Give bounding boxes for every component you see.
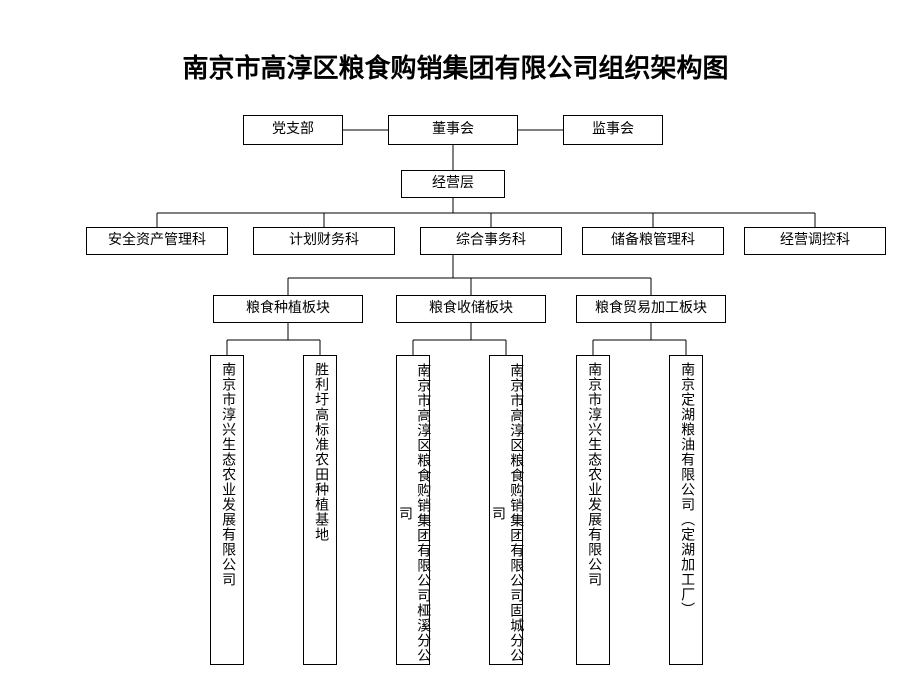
chart-title: 南京市高淳区粮食购销集团有限公司组织架构图 [0,48,911,85]
node-label: 监事会 [592,122,634,139]
node-leaf-5: 南京定湖粮油有限公司（定湖加工厂） [669,355,703,665]
node-label: 南京市淳兴生态农业发展有限公司 [584,362,602,587]
node-sector-2: 粮食贸易加工板块 [576,295,726,323]
node-dept-4: 经营调控科 [744,227,886,255]
node-label: 南京市淳兴生态农业发展有限公司 [218,362,236,587]
node-supervisory-board: 监事会 [563,115,663,145]
node-label: 经营调控科 [780,233,850,250]
node-sector-1: 粮食收储板块 [396,295,546,323]
node-label: 胜利圩高标准农田种植基地 [311,362,329,542]
node-label: 董事会 [432,122,474,139]
node-leaf-3: 南京市高淳区粮食购销集团有限公司固城分公司 [489,355,523,665]
node-leaf-0: 南京市淳兴生态农业发展有限公司 [210,355,244,665]
node-management: 经营层 [401,170,505,198]
node-dept-1: 计划财务科 [253,227,395,255]
node-label: 南京市高淳区粮食购销集团有限公司固城分公司 [488,362,524,664]
node-dept-2: 综合事务科 [420,227,562,255]
node-label: 粮食贸易加工板块 [595,301,707,318]
connector-lines [0,0,911,699]
node-label: 经营层 [432,176,474,193]
node-label: 粮食收储板块 [429,301,513,318]
node-label: 储备粮管理科 [611,233,695,250]
node-label: 党支部 [272,122,314,139]
node-label: 计划财务科 [289,233,359,250]
node-board-directors: 董事会 [388,115,518,145]
node-label: 粮食种植板块 [246,301,330,318]
node-party-branch: 党支部 [243,115,343,145]
node-dept-0: 安全资产管理科 [86,227,228,255]
node-sector-0: 粮食种植板块 [213,295,363,323]
node-label: 南京市高淳区粮食购销集团有限公司桠溪分公司 [395,362,431,664]
node-label: 南京定湖粮油有限公司（定湖加工厂） [677,362,695,617]
node-label: 综合事务科 [456,233,526,250]
node-label: 安全资产管理科 [108,233,206,250]
node-leaf-2: 南京市高淳区粮食购销集团有限公司桠溪分公司 [396,355,430,665]
node-leaf-1: 胜利圩高标准农田种植基地 [303,355,337,665]
node-dept-3: 储备粮管理科 [582,227,724,255]
node-leaf-4: 南京市淳兴生态农业发展有限公司 [576,355,610,665]
